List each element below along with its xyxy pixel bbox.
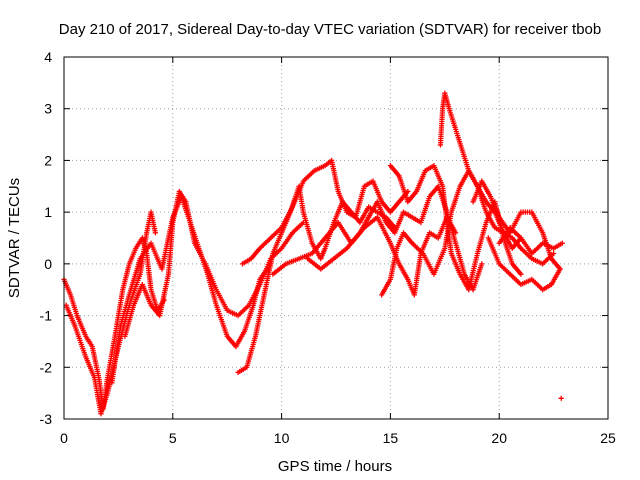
data-point — [558, 395, 564, 401]
y-tick-label: 1 — [44, 204, 52, 220]
data-point — [557, 266, 563, 272]
data-point — [479, 261, 485, 267]
data-point — [551, 250, 557, 257]
x-tick-label: 0 — [60, 430, 68, 446]
y-tick-label: -2 — [40, 359, 53, 375]
x-tick-label: 25 — [600, 430, 616, 446]
x-tick-label: 5 — [169, 430, 177, 446]
axis-ticks: 0 5 10 15 20 25 -3 -2 -1 0 1 2 3 4 — [40, 49, 616, 446]
y-tick-label: -3 — [40, 411, 53, 427]
chart-title: Day 210 of 2017, Sidereal Day-to-day VTE… — [59, 21, 601, 38]
y-tick-label: 0 — [44, 256, 52, 272]
y-tick-label: 4 — [44, 49, 52, 65]
x-axis-label: GPS time / hours — [278, 458, 392, 475]
x-tick-label: 20 — [491, 430, 507, 446]
plot-frame — [63, 56, 609, 420]
data-points — [61, 90, 565, 417]
data-point — [152, 230, 158, 236]
y-tick-label: -1 — [40, 308, 53, 324]
x-tick-label: 10 — [274, 430, 290, 446]
y-tick-label: 2 — [44, 152, 52, 168]
x-tick-label: 15 — [383, 430, 399, 446]
data-point — [518, 271, 524, 277]
data-point — [559, 240, 565, 246]
y-tick-label: 3 — [44, 101, 52, 117]
y-axis-label: SDTVAR / TECUs — [6, 178, 23, 298]
